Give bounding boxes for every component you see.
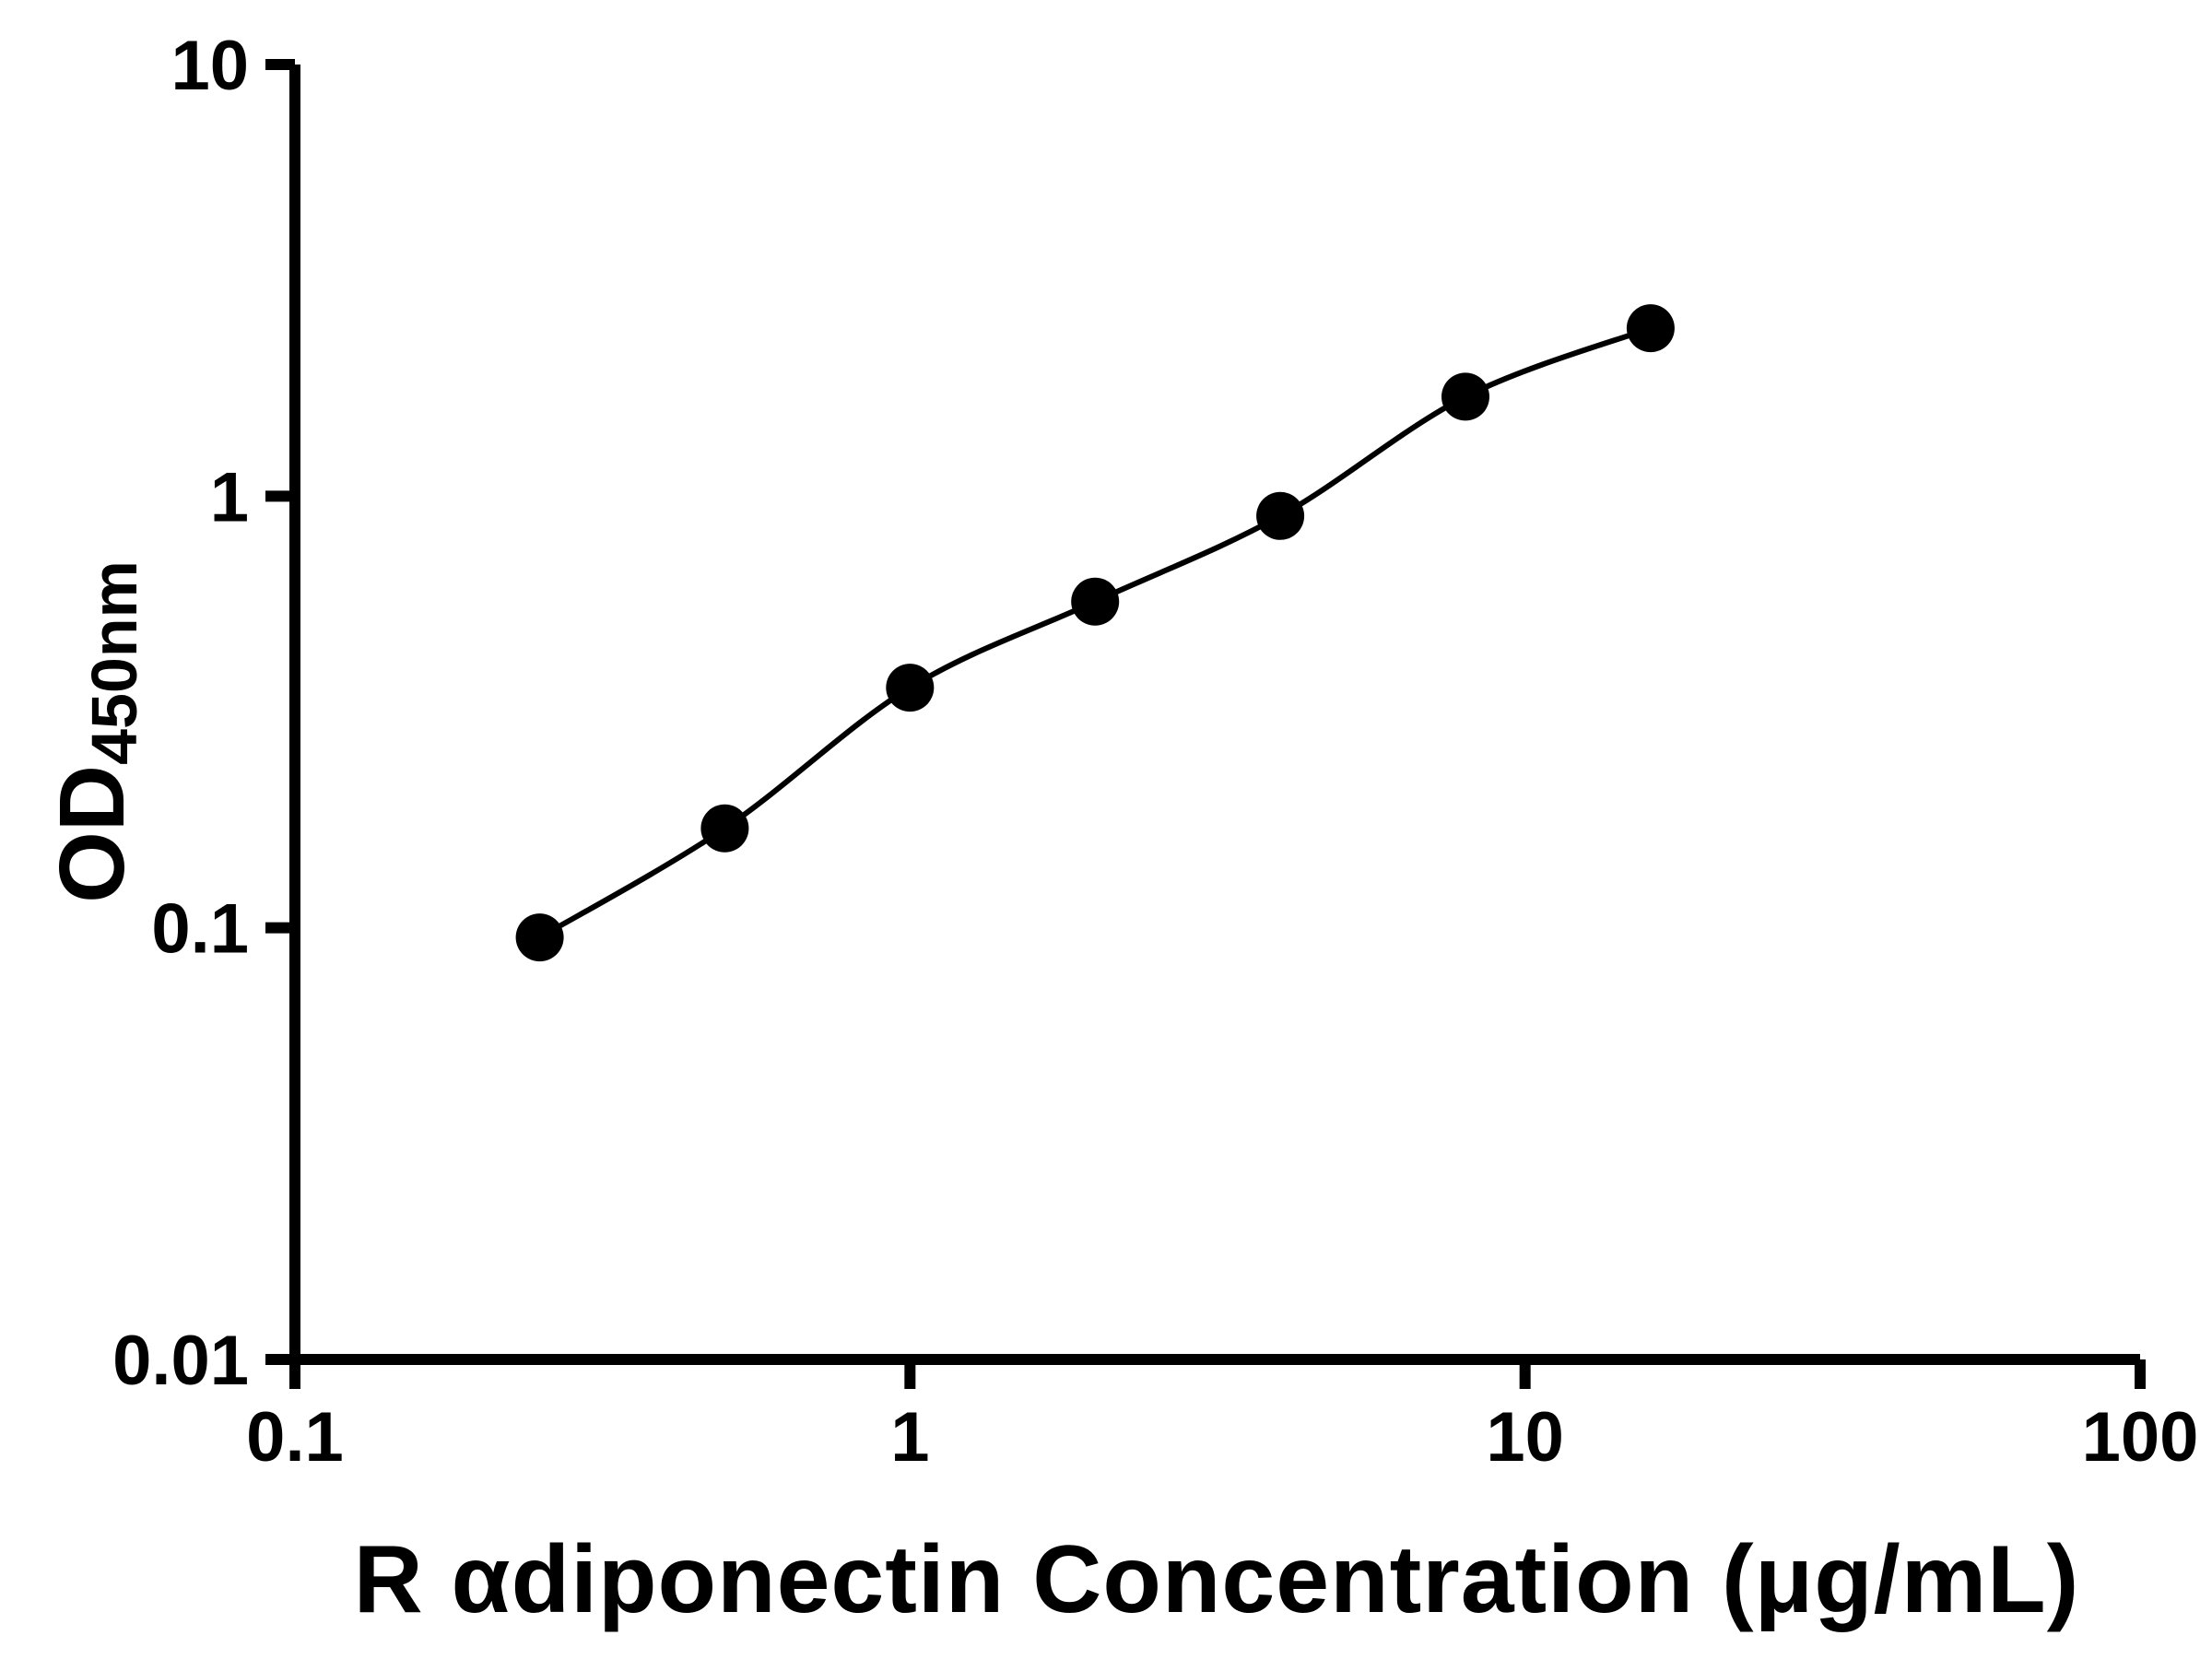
y-axis-title: OD450nm: [32, 446, 152, 1018]
y-tick-label: 1: [210, 458, 249, 536]
data-point: [700, 804, 749, 853]
axes-frame: [289, 65, 2140, 1365]
data-point: [515, 913, 564, 962]
y-tick-label: 10: [171, 27, 249, 105]
x-tick-label: 100: [2082, 1398, 2199, 1477]
data-point: [886, 664, 935, 712]
y-tick-label: 0.1: [151, 890, 249, 969]
y-axis-title-base: OD: [41, 764, 144, 903]
y-axis-title-subscript: 450nm: [78, 560, 150, 765]
data-point: [1256, 491, 1305, 540]
x-axis-title: R αdiponectin Concentration (μg/mL): [353, 1526, 2080, 1633]
data-point: [1441, 372, 1489, 421]
data-point: [1071, 577, 1120, 626]
y-tick-label: 0.01: [112, 1322, 249, 1400]
data-point: [1626, 304, 1675, 353]
x-tick-label: 1: [890, 1398, 929, 1477]
x-tick-label: 0.1: [246, 1398, 344, 1477]
fit-curve: [538, 325, 1652, 940]
x-tick-label: 10: [1486, 1398, 1564, 1477]
